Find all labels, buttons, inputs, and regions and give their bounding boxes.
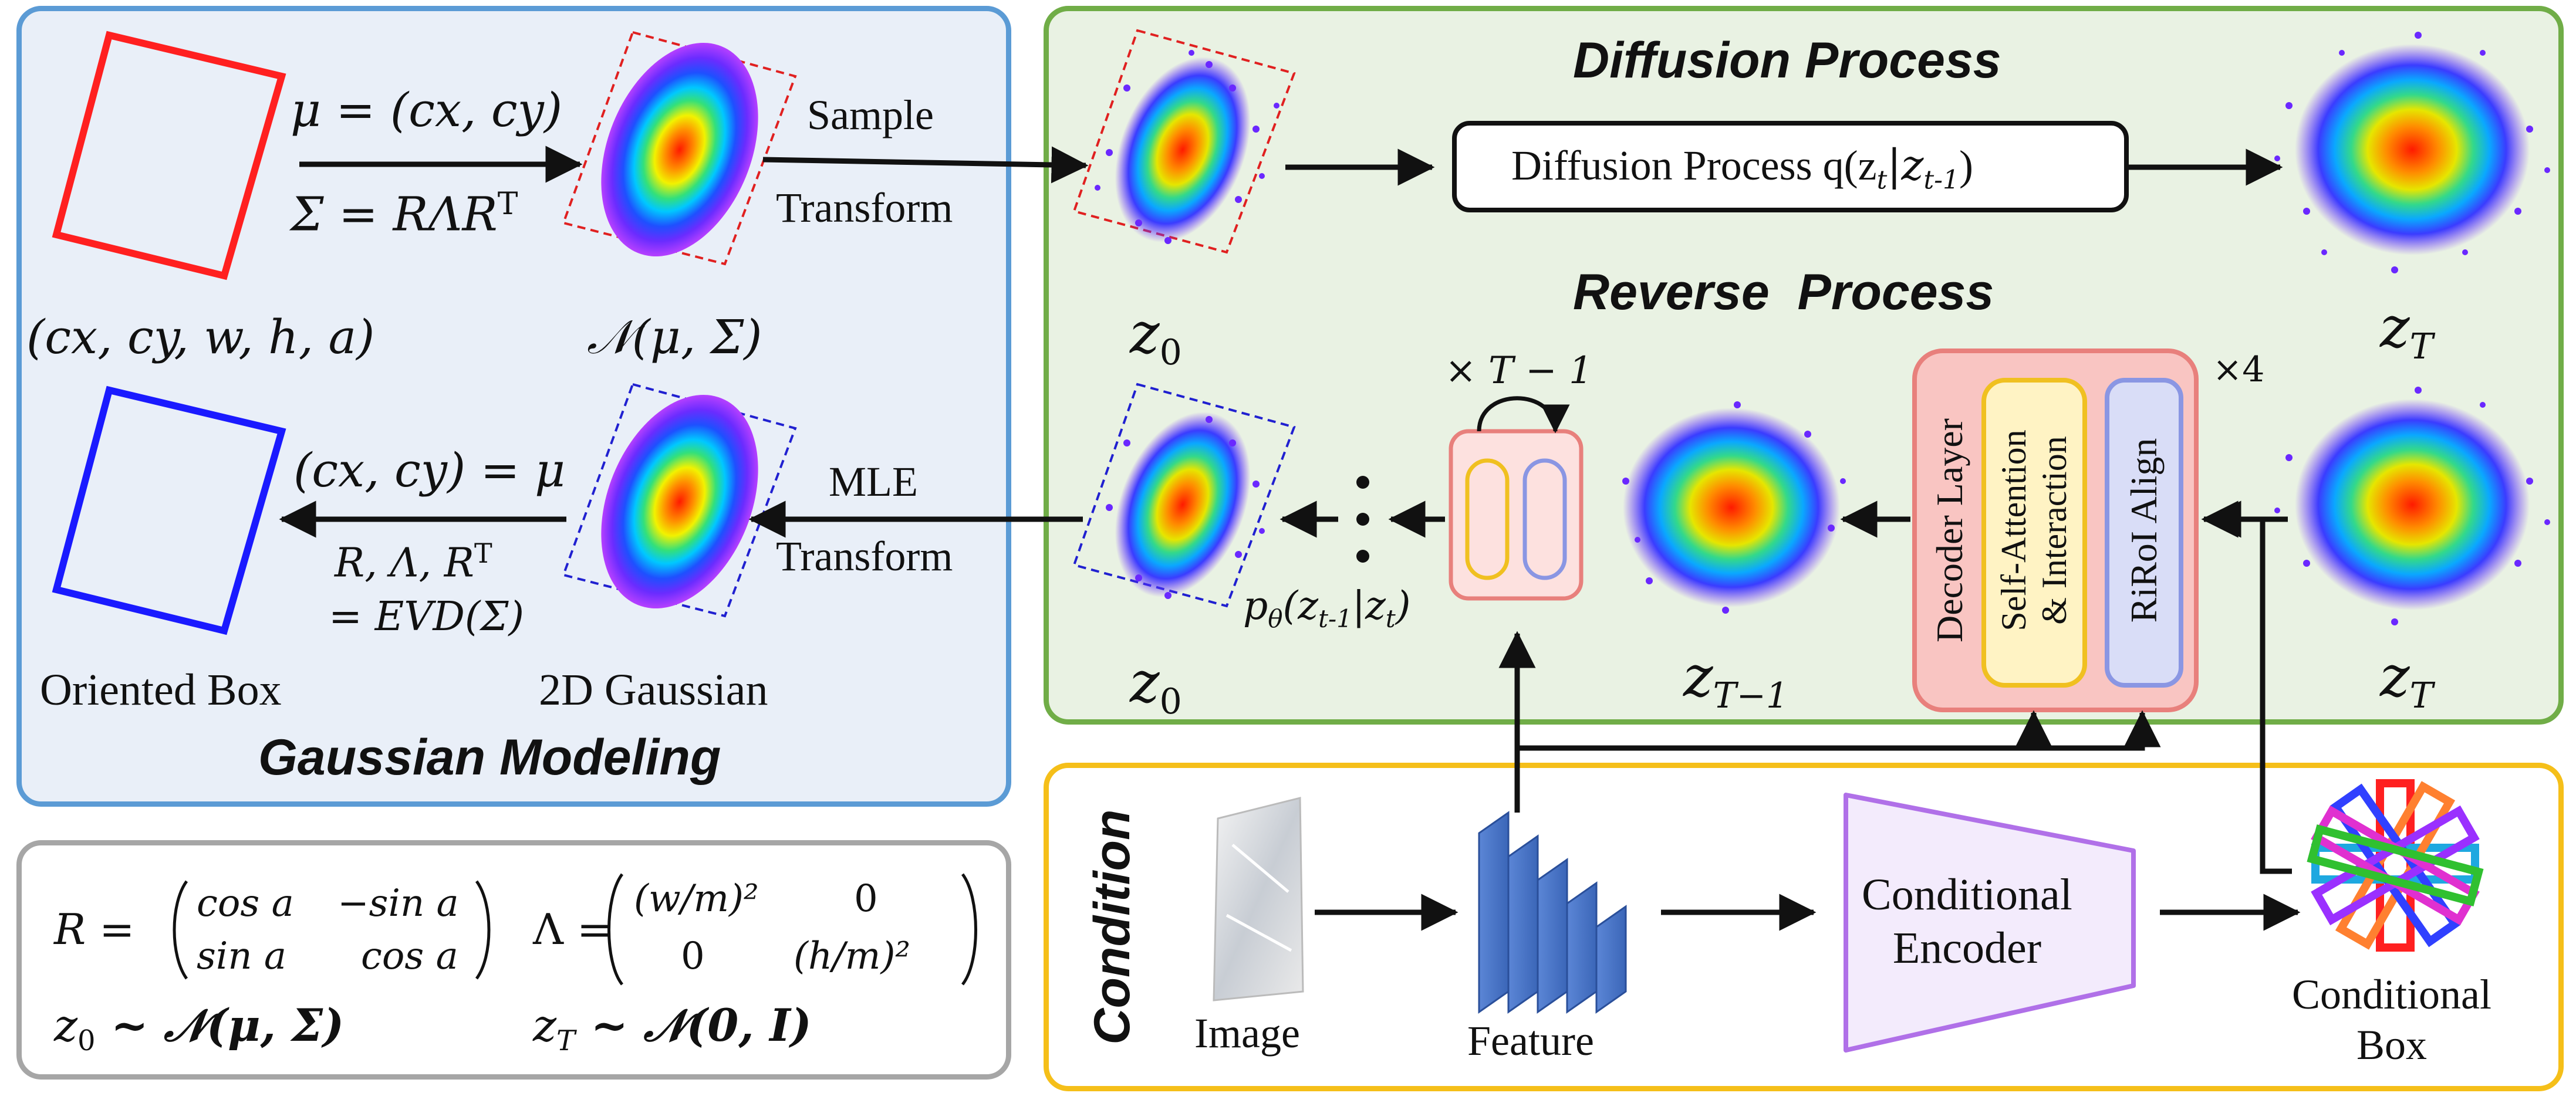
zT-minus-1-scatter bbox=[1622, 401, 1846, 614]
mle-label: MLE bbox=[829, 458, 918, 505]
zT-distribution: zT ~ 𝒩(0, I) bbox=[533, 999, 812, 1058]
oriented-box-red bbox=[52, 31, 286, 280]
zT-top-scatter bbox=[2274, 32, 2550, 273]
times-four-label: ×4 bbox=[2213, 349, 2265, 390]
feed-feature-to-decoder bbox=[1517, 710, 2052, 751]
reverse-process-title: Reverse Process bbox=[1573, 264, 1994, 320]
lambda-r1c1: (w/m)² bbox=[634, 877, 759, 921]
decoder-block-shapes bbox=[1912, 349, 2199, 712]
matrix-brackets bbox=[173, 873, 977, 986]
gaussian-ellipse-top bbox=[562, 31, 797, 266]
z0-bottom-label: z0 bbox=[1130, 649, 1182, 723]
zT-minus-1-label: zT−1 bbox=[1683, 644, 1789, 717]
feed-feature-to-rirol bbox=[1517, 710, 2161, 751]
condition-title: Condition bbox=[1084, 809, 1140, 1045]
transform-label-bottom: Transform bbox=[776, 533, 953, 580]
zT-bottom-label: zT bbox=[2380, 644, 2433, 717]
feature-stack-icon bbox=[1478, 811, 1627, 1014]
lambda-r2c2: (h/m)² bbox=[794, 935, 911, 978]
gaussian-ellipse-bottom bbox=[562, 383, 797, 618]
conditional-box-icon bbox=[2307, 779, 2484, 952]
conditional-encoder-shape bbox=[1844, 793, 2136, 1053]
rotation-r2c1: sin a bbox=[197, 935, 287, 978]
gaussian-modeling-title: Gaussian Modeling bbox=[258, 729, 721, 786]
oriented-box-label: Oriented Box bbox=[40, 665, 282, 715]
oriented-box-blue bbox=[52, 385, 286, 635]
diffusion-process-box-label: Diffusion Process q(zt|zt-1) bbox=[1511, 140, 1974, 195]
z0-distribution: z0 ~ 𝒩(μ, Σ) bbox=[54, 999, 345, 1058]
rirol-align-label: RiRoI Align bbox=[2123, 438, 2165, 623]
loop-count-label: × T − 1 bbox=[1445, 349, 1593, 393]
decoder-layer-label: Decoder Layer bbox=[1929, 418, 1970, 642]
zT-bottom-scatter bbox=[2274, 387, 2550, 625]
lambda-matrix-lhs: Λ = bbox=[533, 905, 613, 954]
image-label: Image bbox=[1194, 1010, 1300, 1057]
p-theta-label: pθ(zt-1|zt) bbox=[1243, 583, 1411, 634]
rotation-matrix-lhs: R = bbox=[54, 905, 135, 954]
evd-line1: R, Λ, RT bbox=[335, 537, 492, 587]
ellipsis-dots bbox=[1356, 476, 1369, 563]
feed-box-to-rirol bbox=[2204, 500, 2292, 874]
rotation-r2c2: cos a bbox=[361, 935, 458, 978]
lambda-r2c1: 0 bbox=[681, 935, 705, 978]
mu-equation: μ = (cx, cy) bbox=[291, 83, 563, 137]
encoder-label: Conditional Encoder bbox=[1862, 870, 2072, 973]
rotation-r1c2: −sin a bbox=[337, 882, 459, 925]
gaussian-2d-label: 2D Gaussian bbox=[539, 665, 768, 715]
sigma-equation: Σ = RΛRT bbox=[291, 187, 518, 242]
diffusion-process-box bbox=[1452, 121, 2129, 212]
loop-block bbox=[1449, 396, 1584, 601]
cxcy-equation: (cx, cy) = μ bbox=[293, 443, 566, 498]
lambda-r1c2: 0 bbox=[854, 877, 878, 921]
transform-label-top: Transform bbox=[776, 184, 953, 231]
normal-distribution-label: 𝒩(μ, Σ) bbox=[587, 310, 762, 364]
formula-panel bbox=[16, 840, 1011, 1080]
sample-label: Sample bbox=[807, 92, 934, 138]
z0-top-label: z0 bbox=[1130, 300, 1182, 374]
self-attention-label: Self-Attention & Interaction bbox=[1994, 429, 2074, 631]
image-thumbnail bbox=[1213, 797, 1304, 1002]
arrow-sample-transform bbox=[762, 146, 1089, 184]
zT-top-label: zT bbox=[2380, 295, 2433, 368]
box-params-label: (cx, cy, w, h, a) bbox=[26, 310, 375, 364]
feature-label: Feature bbox=[1467, 1017, 1594, 1064]
conditional-box-label: Conditional Box bbox=[2292, 971, 2491, 1069]
rotation-r1c1: cos a bbox=[197, 882, 294, 925]
diffusion-process-title: Diffusion Process bbox=[1573, 32, 2001, 89]
z0-top-scatter bbox=[1072, 29, 1296, 254]
evd-line2: = EVD(Σ) bbox=[329, 594, 524, 640]
z0-bottom-scatter bbox=[1072, 383, 1296, 608]
